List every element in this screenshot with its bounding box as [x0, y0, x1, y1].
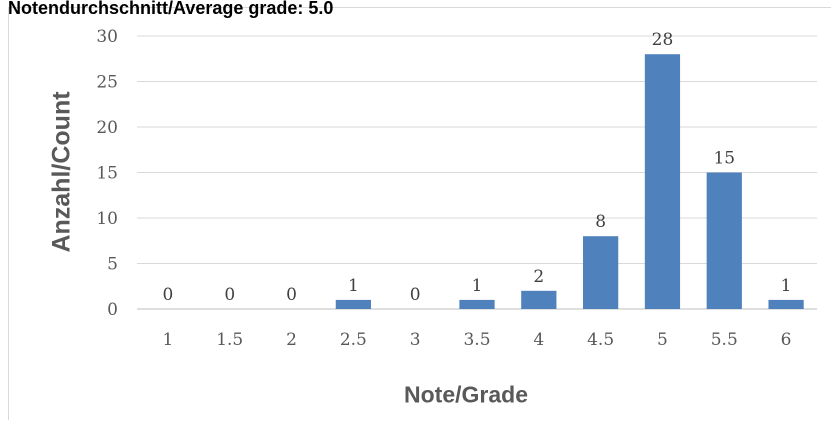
data-label: 0: [162, 285, 173, 305]
bar: [768, 299, 804, 309]
y-tick-label: 20: [96, 118, 118, 138]
y-tick-label: 30: [96, 27, 118, 47]
title-container: Notendurchschnitt/Average grade: 5.0: [8, 0, 831, 420]
y-tick-label: 10: [96, 209, 118, 229]
y-tick-label: 25: [96, 73, 118, 93]
bar: [644, 54, 681, 310]
data-label: 0: [224, 285, 235, 305]
data-label: 28: [652, 30, 674, 50]
bar: [706, 172, 742, 309]
bar: [335, 299, 371, 309]
data-label: 1: [472, 276, 483, 296]
x-tick-label: 3: [410, 330, 421, 350]
x-tick-labels: 1 1.5 2 2.5 3 3.5 4 4.5 5 5.5 6: [162, 330, 791, 350]
data-label: 2: [533, 267, 544, 287]
bar: [521, 290, 557, 309]
data-label: 8: [595, 212, 606, 232]
chart-title: Notendurchschnitt/Average grade: 5.0: [8, 0, 334, 18]
chart-frame: [8, 7, 831, 420]
x-axis-label: Note/Grade: [404, 381, 528, 408]
y-tick-label: 0: [107, 300, 118, 320]
data-label: 1: [781, 276, 792, 296]
y-axis-label: Anzahl/Count: [47, 91, 76, 253]
x-tick-label: 5: [657, 330, 668, 350]
bar: [459, 299, 495, 309]
data-label: 0: [286, 285, 297, 305]
x-tick-label: 3.5: [463, 330, 490, 350]
x-tick-label: 2.5: [340, 330, 367, 350]
y-tick-labels: 0 5 10 15 20 25 30: [96, 27, 118, 320]
data-label: 15: [713, 149, 735, 169]
bars: [335, 54, 804, 310]
data-label: 1: [348, 276, 359, 296]
x-tick-label: 1: [162, 330, 173, 350]
gridlines: [137, 35, 817, 310]
y-tick-label: 5: [107, 255, 118, 275]
x-tick-label: 4: [533, 330, 544, 350]
y-tick-label: 15: [96, 164, 118, 184]
x-tick-label: 1.5: [216, 330, 243, 350]
x-tick-label: 4.5: [587, 330, 614, 350]
bar: [583, 236, 619, 309]
x-tick-label: 2: [286, 330, 297, 350]
x-tick-label: 6: [781, 330, 792, 350]
x-tick-label: 5.5: [711, 330, 738, 350]
data-label: 0: [410, 285, 421, 305]
